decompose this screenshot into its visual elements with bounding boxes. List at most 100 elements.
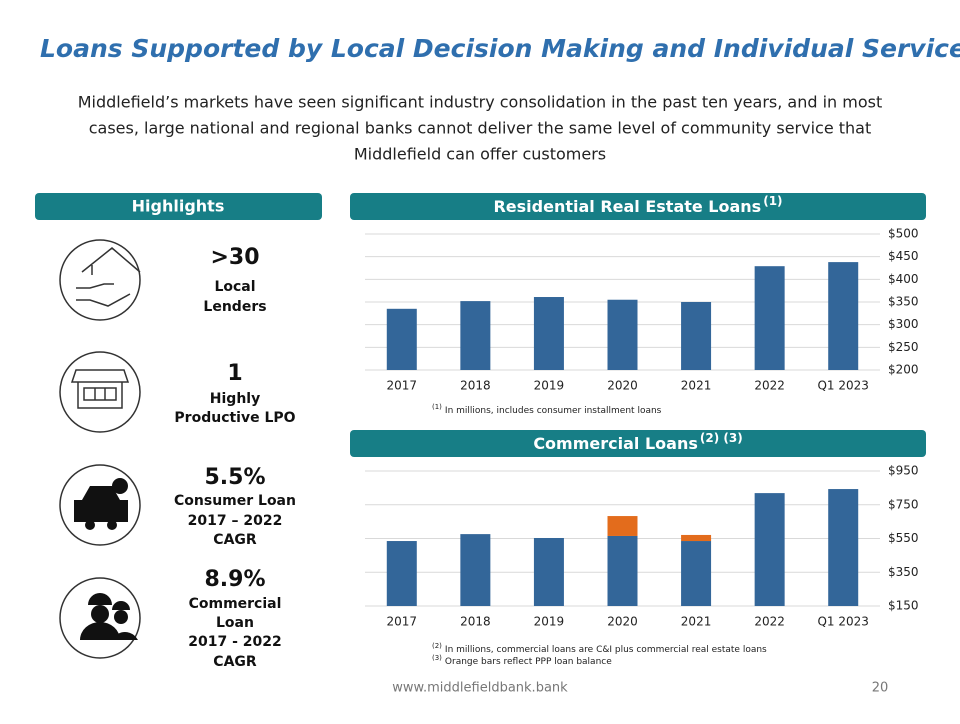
x-tick-label: 2020 — [607, 615, 638, 629]
highlight-text: Commercial — [189, 596, 282, 612]
y-tick-label: $450 — [888, 249, 919, 263]
y-tick-label: $400 — [888, 272, 919, 286]
highlight-text: 2017 - 2022 — [188, 634, 282, 650]
y-tick-label: $300 — [888, 317, 919, 331]
x-tick-label: 2019 — [534, 379, 565, 393]
x-tick-label: 2022 — [754, 379, 785, 393]
bar — [386, 308, 417, 370]
footnote-marker: (3) — [432, 654, 442, 662]
x-tick-label: Q1 2023 — [817, 615, 868, 629]
bar — [460, 534, 491, 606]
bar — [533, 537, 564, 606]
bar — [533, 297, 564, 370]
footnote-marker: (2) — [432, 642, 442, 650]
x-tick-label: 2017 — [387, 615, 418, 629]
highlights-header-bar — [35, 193, 322, 220]
bar — [607, 299, 638, 370]
x-tick-label: 2020 — [607, 379, 638, 393]
highlight-text: Loan — [216, 615, 254, 631]
bar — [828, 262, 859, 370]
icon-circle — [59, 239, 141, 321]
footnote: (2) In millions, commercial loans are C&I… — [432, 642, 767, 655]
slide-title: Loans Supported by Local Decision Making… — [40, 34, 960, 63]
subtitle-line: Middlefield can offer customers — [354, 145, 606, 164]
icons — [59, 239, 141, 659]
icon-head — [114, 610, 128, 624]
footnote-text: In millions, includes consumer installme… — [445, 406, 662, 416]
highlight-figure: 5.5% — [204, 465, 265, 490]
footnote: (3) Orange bars reflect PPP loan balance — [432, 654, 612, 667]
x-tick-label: 2021 — [681, 379, 712, 393]
y-tick-label: $350 — [888, 295, 919, 309]
bar — [607, 535, 638, 606]
icon-circle — [59, 577, 141, 659]
footnote: (1) In millions, includes consumer instal… — [432, 403, 662, 416]
icon-wheel — [107, 520, 117, 530]
highlight-text: Local — [214, 279, 255, 295]
chart-title-note: (2) (3) — [700, 431, 743, 445]
chart-header-bar — [350, 193, 926, 220]
highlight-text: 2017 – 2022 — [188, 513, 283, 529]
icon-head — [91, 605, 109, 623]
icon-circle — [59, 464, 141, 546]
bar — [681, 541, 712, 606]
chart-title: Residential Real Estate Loans (1) — [493, 194, 782, 216]
bar — [828, 489, 859, 606]
icon-house-hand — [76, 247, 141, 307]
y-tick-label: $250 — [888, 340, 919, 354]
highlight-figure: 1 — [227, 361, 242, 386]
chart-title-text: Residential Real Estate Loans — [493, 197, 761, 216]
footnote-text: In millions, commercial loans are C&I pl… — [445, 645, 767, 655]
x-tick-label: 2018 — [460, 615, 491, 629]
chart-title: Commercial Loans (2) (3) — [533, 431, 742, 453]
page-number: 20 — [872, 681, 889, 696]
bar — [754, 266, 785, 370]
footnote-marker: (1) — [432, 403, 442, 411]
icon-store — [70, 369, 130, 409]
chart-header-bar — [350, 430, 926, 457]
y-tick-label: $150 — [888, 599, 919, 613]
x-tick-label: 2017 — [387, 379, 418, 393]
x-tick-label: Q1 2023 — [817, 379, 868, 393]
highlights-header: Highlights — [132, 197, 225, 216]
y-tick-label: $550 — [888, 531, 919, 545]
x-tick-label: 2019 — [534, 615, 565, 629]
y-tick-label: $950 — [888, 464, 919, 478]
highlights: >30 Local Lenders 1 Highly Productive LPO 5.5%… — [174, 245, 296, 670]
y-tick-label: $200 — [888, 363, 919, 377]
subtitle-line: Middlefield’s markets have seen signific… — [78, 93, 883, 112]
footnote-text: Orange bars reflect PPP loan balance — [445, 657, 612, 667]
bar — [754, 493, 785, 606]
x-tick-label: 2022 — [754, 615, 785, 629]
subtitle-line: cases, large national and regional banks… — [89, 119, 872, 138]
bar — [386, 541, 417, 606]
chart-title-text: Commercial Loans — [533, 434, 698, 453]
icon-coin — [112, 478, 128, 494]
highlight-text: CAGR — [213, 532, 257, 548]
bar — [681, 302, 712, 370]
footer-url: www.middlefieldbank.bank — [392, 681, 568, 696]
bar — [681, 534, 712, 542]
icon-car — [74, 486, 128, 522]
highlight-text: Consumer Loan — [174, 493, 296, 509]
x-tick-label: 2018 — [460, 379, 491, 393]
highlight-figure: 8.9% — [204, 567, 265, 592]
charts: Residential Real Estate Loans (1)$200$250… — [350, 193, 926, 667]
bar — [460, 301, 491, 370]
subtitle: Middlefield’s markets have seen signific… — [78, 93, 883, 164]
icons-solid — [74, 478, 138, 640]
x-tick-label: 2021 — [681, 615, 712, 629]
y-tick-label: $750 — [888, 497, 919, 511]
bar — [607, 516, 638, 536]
y-tick-label: $350 — [888, 565, 919, 579]
highlight-text: CAGR — [213, 654, 257, 670]
icon-circle — [59, 351, 141, 433]
highlight-text: Highly — [210, 391, 260, 407]
icon-wheel — [85, 520, 95, 530]
y-tick-label: $500 — [888, 227, 919, 241]
highlight-text: Productive LPO — [174, 410, 295, 426]
highlight-text: Lenders — [203, 299, 266, 315]
icon-workers — [80, 593, 138, 640]
highlight-figure: >30 — [210, 245, 259, 270]
